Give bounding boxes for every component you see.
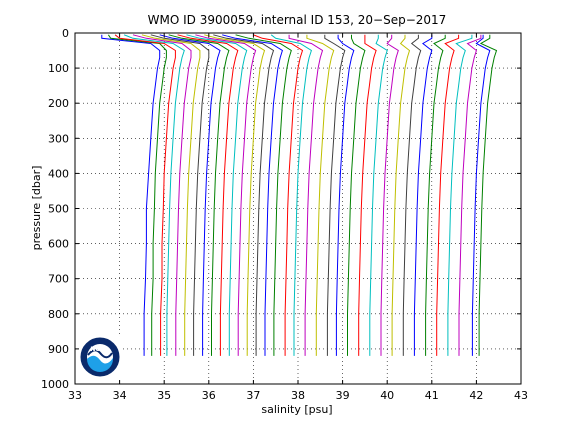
profile-line-35 [478, 34, 498, 356]
x-tick-label: 34 [113, 389, 127, 402]
logo-text: NOAA [90, 346, 110, 353]
logo-gull-icon [87, 349, 113, 359]
profile-line-25 [369, 34, 388, 356]
x-tick-label: 33 [68, 389, 82, 402]
profile-line-1 [101, 34, 161, 356]
y-tick-label: 600 [48, 238, 69, 251]
profile-line-9 [168, 34, 230, 356]
y-axis-label: pressure [dbar] [30, 166, 43, 251]
x-axis-label: salinity [psu] [261, 403, 332, 416]
profile-line-10 [177, 34, 239, 356]
profile-line-29 [413, 34, 433, 356]
x-tick-label: 42 [469, 389, 483, 402]
profile-line-17 [253, 34, 304, 356]
profile-line-24 [358, 34, 377, 356]
profile-line-19 [288, 34, 324, 356]
y-tick-label: 800 [48, 308, 69, 321]
x-tick-label: 40 [380, 389, 394, 402]
profile-line-31 [436, 34, 460, 356]
profile-line-30 [425, 34, 446, 356]
x-tick-label: 37 [246, 389, 260, 402]
y-tick-label: 400 [48, 167, 69, 180]
profile-line-33 [458, 34, 482, 356]
y-tick-label: 100 [48, 62, 69, 75]
profile-line-3 [114, 34, 176, 356]
profile-line-18 [270, 34, 312, 356]
profile-line-6 [141, 34, 201, 356]
profile-line-11 [186, 34, 248, 356]
y-tick-label: 700 [48, 273, 69, 286]
logo-wave-icon [87, 355, 113, 372]
profile-line-13 [204, 34, 266, 356]
profile-line-28 [402, 34, 422, 356]
x-tick-label: 36 [202, 389, 216, 402]
x-tick-label: 39 [336, 389, 350, 402]
profile-line-22 [335, 34, 355, 356]
y-tick-label: 1000 [41, 378, 69, 391]
chart-title: WMO ID 3900059, internal ID 153, 20−Sep−… [148, 13, 447, 27]
plot-area [101, 34, 498, 356]
x-tick-label: 38 [291, 389, 305, 402]
profile-line-8 [159, 34, 221, 356]
profile-line-15 [222, 34, 283, 356]
x-tick-label: 43 [514, 389, 528, 402]
y-tick-label: 300 [48, 132, 69, 145]
profile-line-20 [306, 34, 335, 356]
grid-lines [75, 33, 521, 384]
profile-line-16 [235, 34, 292, 356]
profile-line-5 [132, 34, 192, 356]
profile-line-2 [107, 34, 167, 356]
profile-line-7 [150, 34, 210, 356]
profile-line-34 [471, 34, 491, 356]
profile-line-14 [213, 34, 275, 356]
profile-line-23 [347, 34, 366, 356]
profile-line-4 [123, 34, 185, 356]
noaa-logo: NOAA [79, 336, 121, 378]
profile-line-32 [447, 34, 473, 356]
y-tick-label: 500 [48, 203, 69, 216]
profile-line-12 [195, 34, 257, 356]
y-tick-label: 0 [62, 27, 69, 40]
profile-line-26 [380, 34, 399, 356]
profile-line-21 [324, 34, 346, 356]
profile-line-27 [391, 34, 411, 356]
y-tick-label: 200 [48, 97, 69, 110]
x-tick-label: 35 [157, 389, 171, 402]
x-tick-label: 41 [425, 389, 439, 402]
y-tick-label: 900 [48, 343, 69, 356]
axis-ticks: 33 34 35 36 37 38 39 40 41 42 43 0 100 200 300 400 500 60… [41, 27, 528, 402]
